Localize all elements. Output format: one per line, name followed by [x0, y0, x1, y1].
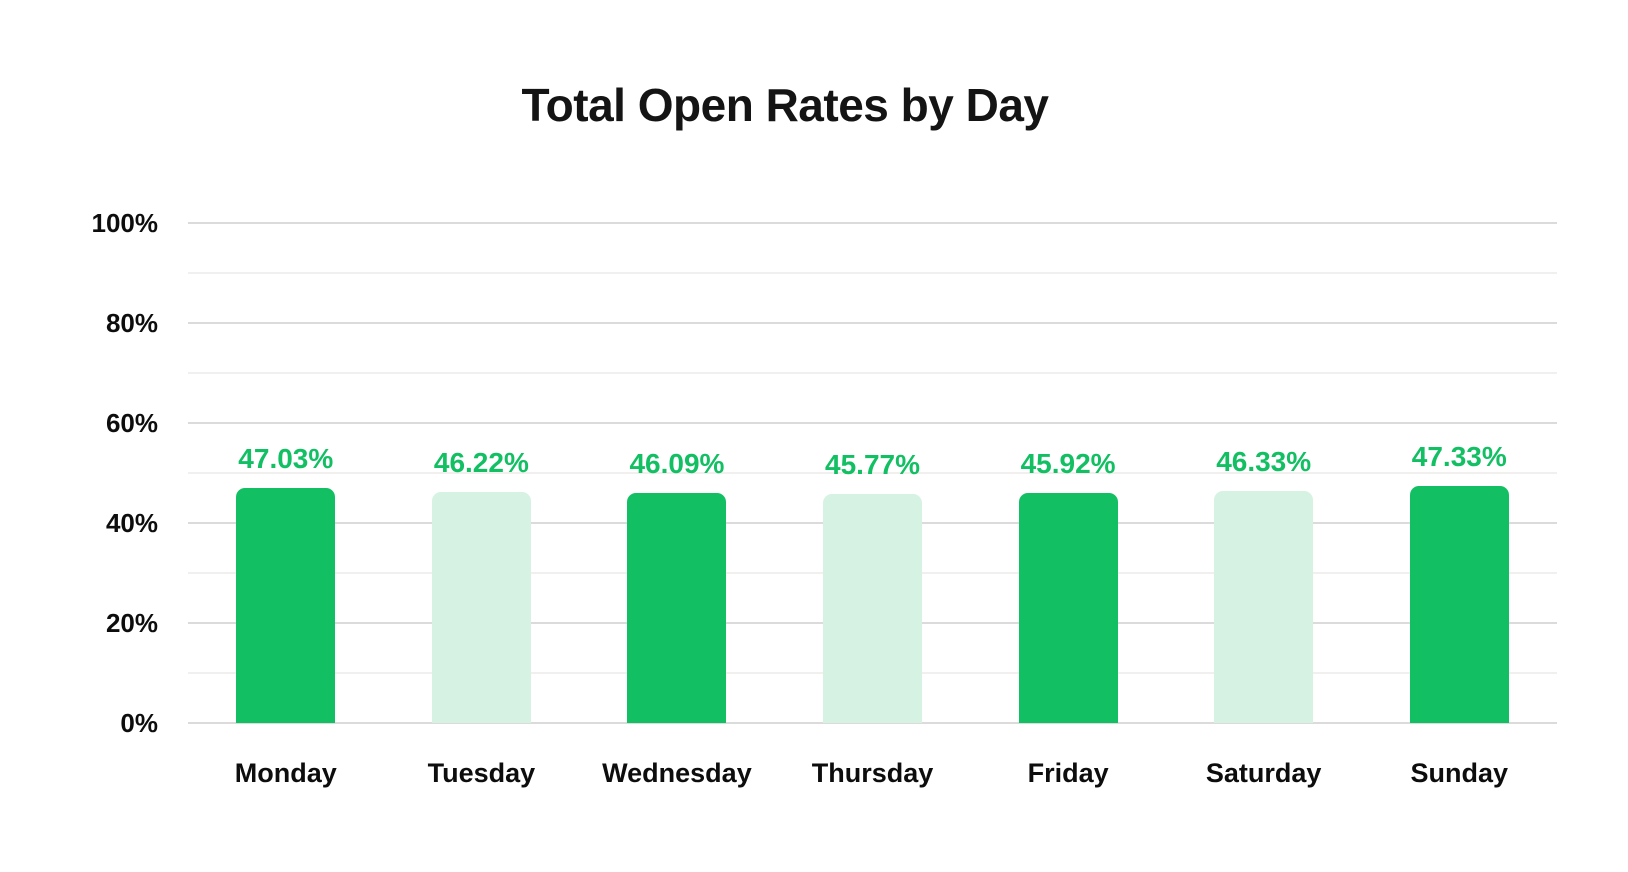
- value-label-tuesday: 46.22%: [433, 446, 529, 478]
- bar-group-friday: 45.92%: [970, 449, 1166, 723]
- gridline-minor-90: [188, 272, 1557, 274]
- bar-sunday: [1409, 486, 1509, 723]
- x-label-thursday: Thursday: [811, 758, 934, 788]
- bar-wednesday: [627, 492, 727, 723]
- bar-group-sunday: 47.33%: [1361, 442, 1557, 723]
- x-label-tuesday: Tuesday: [427, 758, 536, 788]
- y-tick-label-40pct: 40%: [105, 508, 158, 538]
- x-label-monday: Monday: [234, 758, 337, 788]
- bar-group-saturday: 46.33%: [1166, 447, 1362, 723]
- plot-area: 47.03% 46.22% 46.09% 45.77% 45.92% 46.33% 47.3…: [188, 222, 1557, 724]
- gridline-minor-70: [188, 372, 1557, 374]
- gridline-major-0: [188, 722, 1557, 724]
- x-axis-category-labels: Monday Tuesday Wednesday Thursday Friday Satu…: [188, 756, 1557, 790]
- value-label-wednesday: 46.09%: [629, 447, 725, 479]
- gridline-major-100: [188, 222, 1557, 224]
- value-label-friday: 45.92%: [1020, 448, 1116, 480]
- bar-thursday: [823, 494, 923, 723]
- bar-monday: [236, 487, 336, 723]
- value-label-saturday: 46.33%: [1216, 446, 1312, 478]
- bar-group-monday: 47.03%: [188, 442, 384, 723]
- bars-container: 47.03% 46.22% 46.09% 45.77% 45.92% 46.33% 47.3…: [188, 223, 1557, 723]
- x-label-friday: Friday: [1027, 758, 1109, 788]
- x-label-wednesday: Wednesday: [602, 758, 752, 788]
- bar-tuesday: [431, 491, 531, 723]
- y-tick-label-100pct: 100%: [91, 208, 159, 238]
- gridline-major-80: [188, 322, 1557, 324]
- value-label-thursday: 45.77%: [825, 449, 920, 481]
- y-tick-label-20pct: 20%: [105, 608, 158, 638]
- bar-group-thursday: 45.77%: [775, 450, 971, 723]
- x-label-sunday: Sunday: [1410, 758, 1509, 788]
- y-tick-label-0pct: 0%: [120, 708, 158, 738]
- y-tick-label-80pct: 80%: [105, 308, 158, 338]
- bar-group-tuesday: 46.22%: [384, 446, 580, 723]
- value-label-monday: 47.03%: [238, 442, 334, 474]
- gridline-minor-50: [188, 472, 1557, 474]
- bar-saturday: [1214, 491, 1314, 723]
- y-axis-tick-labels: 0% 20% 40% 60% 80% 100%: [40, 209, 159, 737]
- y-tick-label-60pct: 60%: [105, 408, 158, 438]
- bar-group-wednesday: 46.09%: [579, 447, 775, 723]
- bar-friday: [1018, 493, 1118, 723]
- chart-title: Total Open Rates by Day: [521, 79, 1049, 131]
- value-label-sunday: 47.33%: [1411, 441, 1507, 473]
- x-label-saturday: Saturday: [1205, 758, 1322, 788]
- gridline-major-60: [188, 422, 1557, 424]
